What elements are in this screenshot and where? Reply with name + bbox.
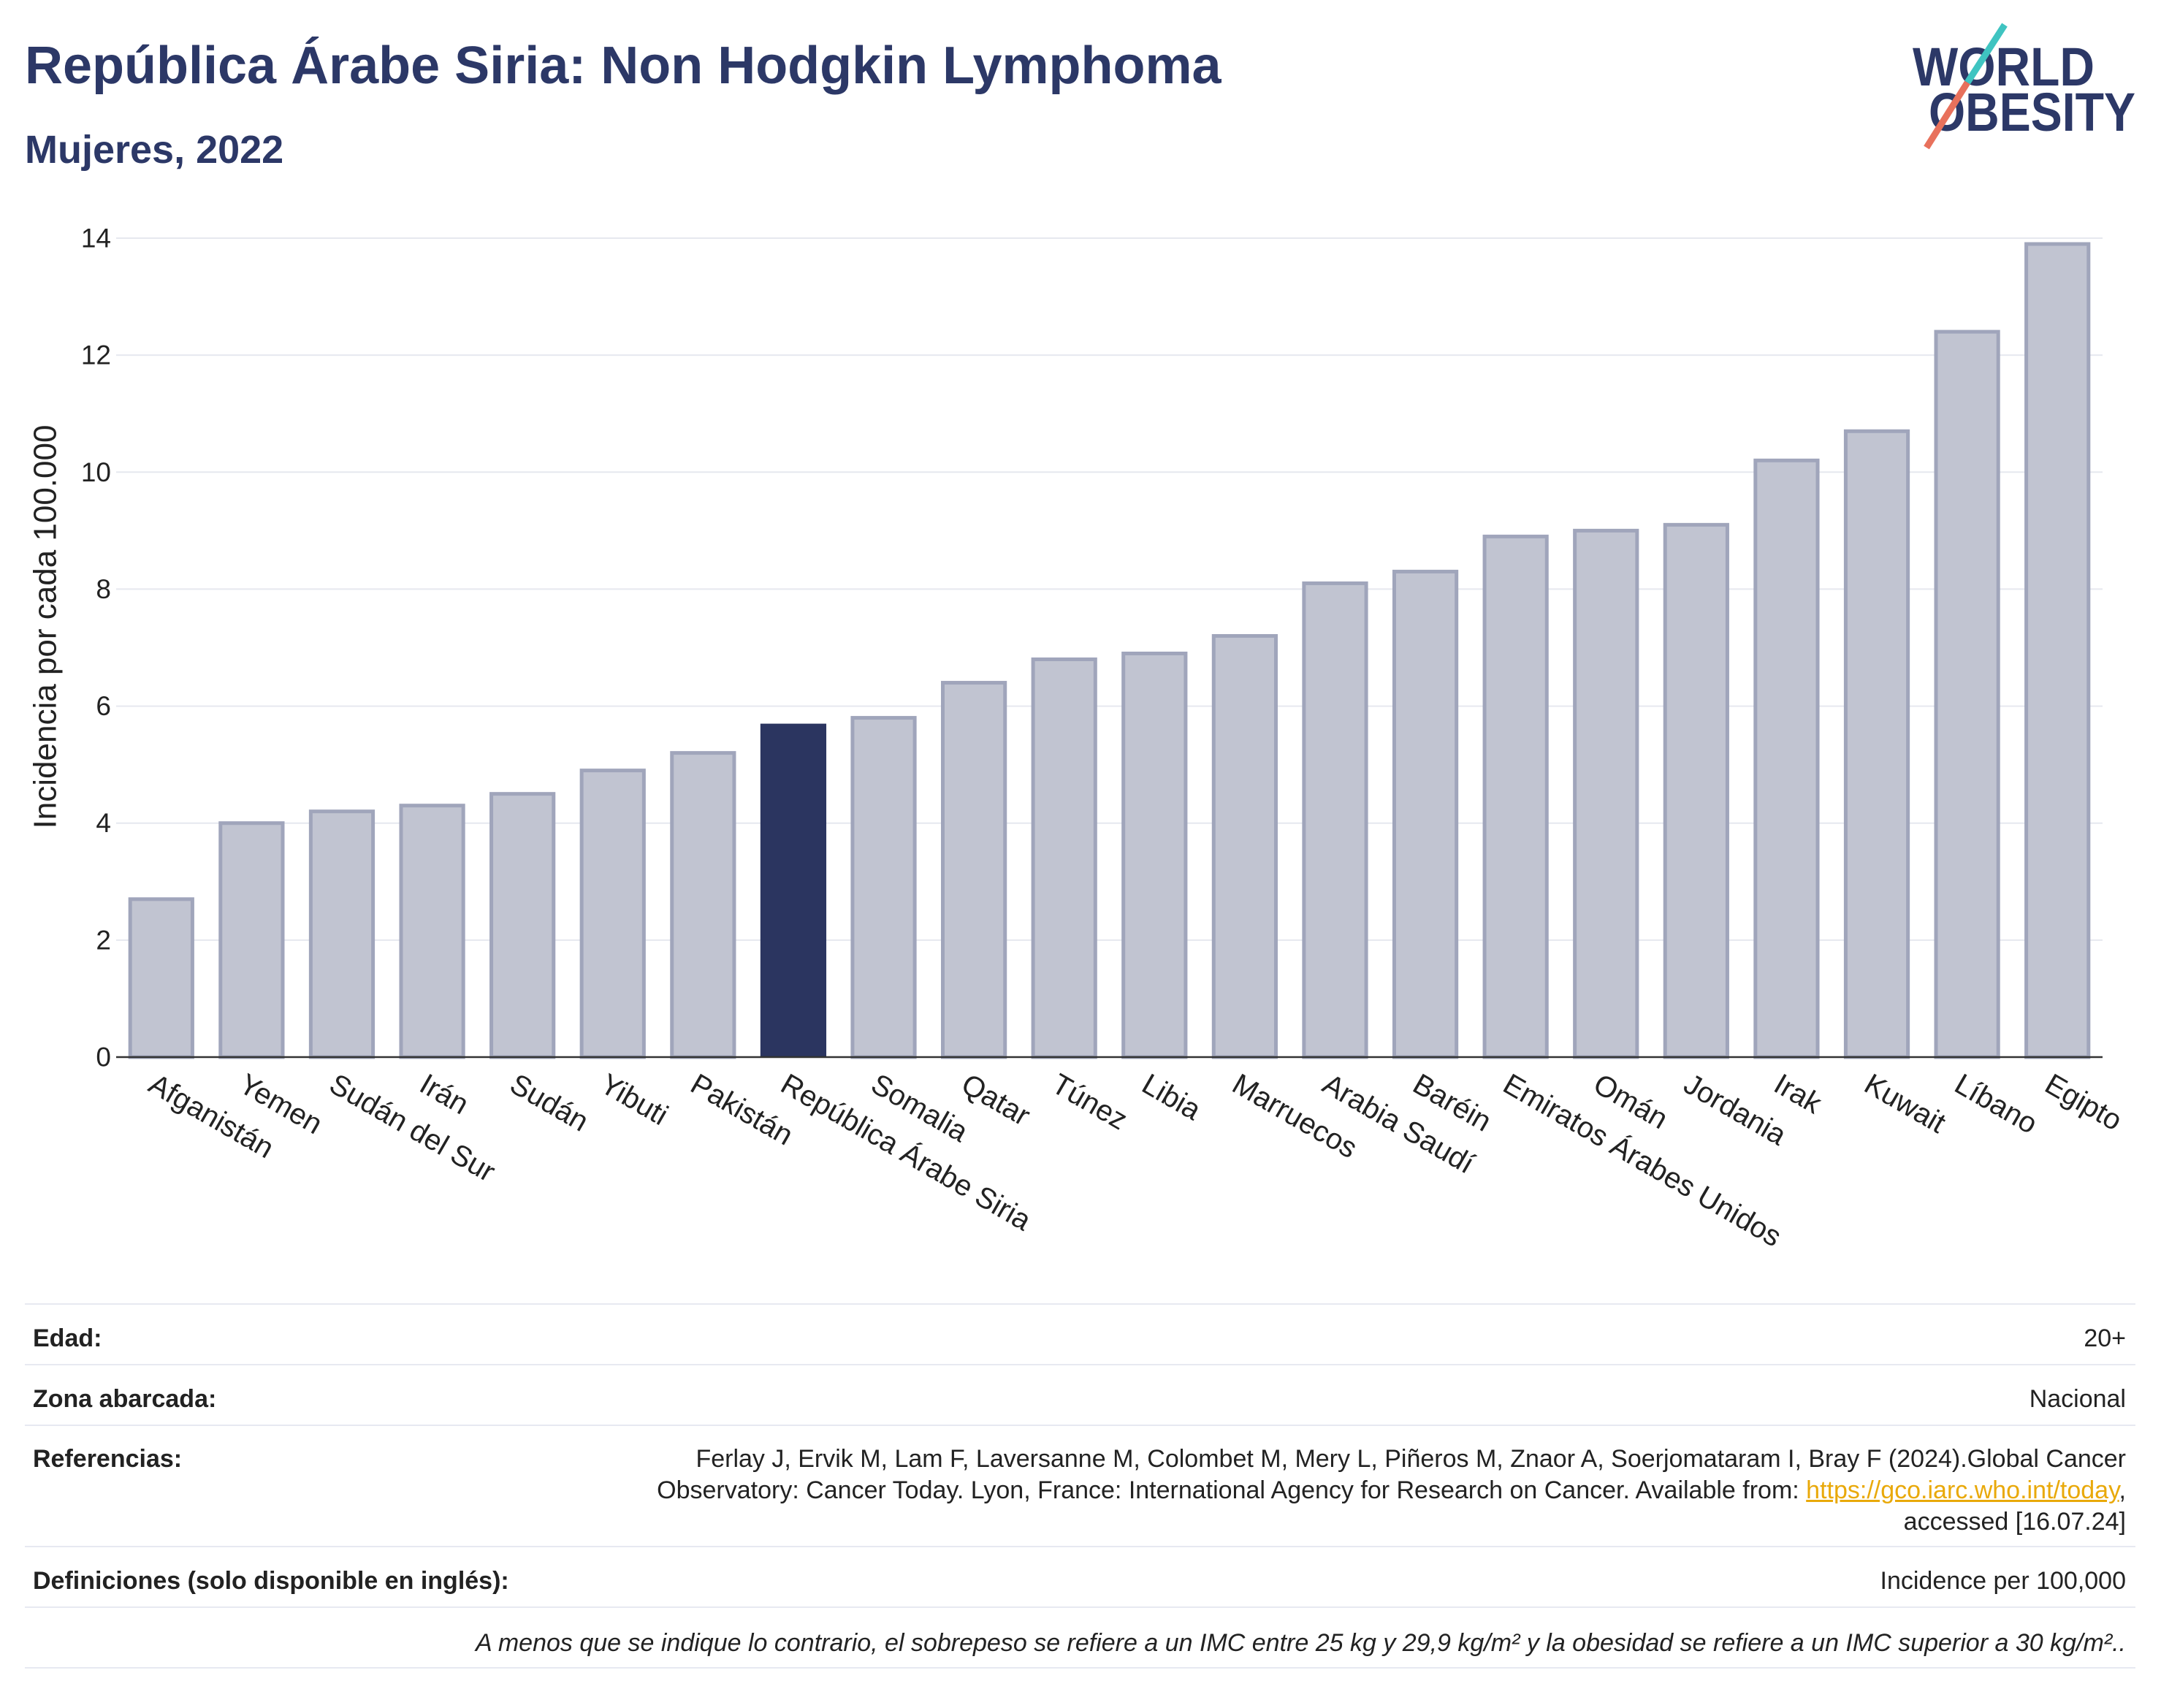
- bar-arabia-saudi: [1302, 581, 1368, 1059]
- definitions-row: Definiciones (solo disponible en inglés)…: [25, 1547, 2135, 1608]
- y-tick-label: 10: [81, 457, 111, 487]
- logo-slash-teal: [1964, 23, 2008, 85]
- bar-sudan-del-sur: [308, 809, 376, 1059]
- x-tick-label: Kuwait: [1859, 1068, 1951, 1140]
- world-obesity-logo: WORLD OBESITY: [1913, 23, 2135, 150]
- y-tick-labels: 0 2 4 6 8 10 12 14: [81, 224, 111, 1072]
- references-line-2-end: ,: [2119, 1476, 2126, 1504]
- y-tick-label: 2: [96, 925, 111, 955]
- bar-yibuti: [579, 769, 646, 1059]
- bar-kuwait: [1843, 429, 1910, 1059]
- info-table: Edad: 20+ Zona abarcada: Nacional Refere…: [25, 1303, 2135, 1669]
- age-value: 20+: [2084, 1324, 2126, 1352]
- bar-sudan: [489, 792, 556, 1059]
- area-label: Zona abarcada:: [33, 1385, 217, 1413]
- y-tick-label: 14: [81, 224, 111, 253]
- x-tick-label: Irán: [414, 1068, 474, 1121]
- references-line-2: Observatory: Cancer Today. Lyon, France:…: [657, 1475, 2126, 1506]
- y-axis-title: Incidencia por cada 100.000: [28, 425, 64, 829]
- bar-marruecos: [1211, 633, 1278, 1059]
- x-tick-label: Pakistán: [685, 1068, 799, 1152]
- bar-qatar: [941, 681, 1007, 1059]
- x-tick-label: Irak: [1769, 1068, 1828, 1121]
- bars: [128, 242, 2091, 1059]
- y-tick-label: 0: [96, 1042, 111, 1072]
- x-tick-label: Líbano: [1949, 1068, 2043, 1140]
- bar-tunez: [1031, 657, 1097, 1059]
- bar-egipto: [2024, 242, 2091, 1059]
- references-line-1: Ferlay J, Ervik M, Lam F, Laversanne M, …: [695, 1445, 2126, 1473]
- references-row: Referencias: Ferlay J, Ervik M, Lam F, L…: [25, 1426, 2135, 1547]
- bar-oman: [1573, 528, 1639, 1059]
- bar-republica-arabe-siria: [760, 723, 827, 1057]
- x-tick-label: Túnez: [1046, 1068, 1132, 1137]
- bar-irak: [1753, 458, 1820, 1059]
- definitions-label: Definiciones (solo disponible en inglés)…: [33, 1567, 509, 1595]
- obesity-definition-note: A menos que se indique lo contrario, el …: [475, 1629, 2126, 1657]
- y-tick-label: 8: [96, 574, 111, 604]
- bar-libia: [1121, 652, 1188, 1059]
- bar-afganistan: [128, 897, 194, 1059]
- bar-yemen: [218, 821, 285, 1059]
- reference-link[interactable]: https://gco.iarc.who.int/today: [1806, 1476, 2119, 1504]
- bar-libano: [1934, 329, 2000, 1059]
- x-tick-label: Egipto: [2040, 1068, 2127, 1137]
- y-tick-label: 12: [81, 340, 111, 370]
- references-label: Referencias:: [33, 1445, 183, 1473]
- logo-word-world: WORLD: [1913, 37, 2095, 97]
- note-row: A menos que se indique lo contrario, el …: [25, 1608, 2135, 1669]
- bar-iran: [399, 804, 465, 1059]
- bar-somalia: [850, 716, 917, 1059]
- x-tick-label: Sudán del Sur: [324, 1068, 500, 1189]
- y-tick-label: 4: [96, 808, 111, 838]
- x-tick-label: Libia: [1137, 1068, 1207, 1127]
- page-title: República Árabe Siria: Non Hodgkin Lymph…: [25, 37, 1221, 95]
- x-tick-label: Yibuti: [595, 1068, 673, 1132]
- area-row: Zona abarcada: Nacional: [25, 1365, 2135, 1426]
- logo-slash-coral: [1924, 80, 1970, 150]
- references-text: Ferlay J, Ervik M, Lam F, Laversanne M, …: [657, 1444, 2126, 1538]
- references-line-2-text: Observatory: Cancer Today. Lyon, France:…: [657, 1476, 1807, 1504]
- bar-jordania: [1663, 522, 1729, 1059]
- bar-barein: [1392, 569, 1459, 1059]
- x-tick-label: Jordania: [1678, 1068, 1792, 1152]
- y-tick-label: 6: [96, 691, 111, 721]
- bar-pakistan: [670, 751, 736, 1059]
- age-label: Edad:: [33, 1324, 102, 1352]
- area-value: Nacional: [2029, 1385, 2126, 1413]
- bar-emiratos-arabes-unidos: [1482, 534, 1549, 1059]
- x-tick-label: Sudán: [505, 1068, 594, 1138]
- references-line-3: accessed [16.07.24]: [1903, 1508, 2126, 1536]
- definitions-value: Incidence per 100,000: [1880, 1567, 2126, 1595]
- age-row: Edad: 20+: [25, 1305, 2135, 1365]
- page-subtitle: Mujeres, 2022: [25, 128, 284, 172]
